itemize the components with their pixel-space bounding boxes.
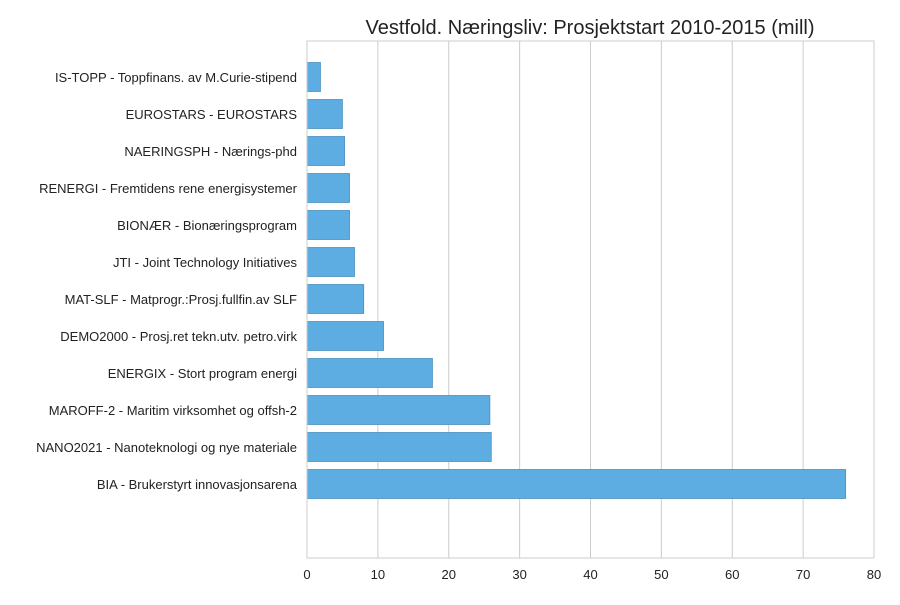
x-axis-tick-labels: 0 10 20 30 40 50 60 70 80 — [303, 567, 881, 582]
category-label: EUROSTARS - EUROSTARS — [126, 107, 298, 122]
x-tick-label: 60 — [725, 567, 739, 582]
category-label: MAT-SLF - Matprogr.:Prosj.fullfin.av SLF — [65, 292, 297, 307]
category-label: MAROFF-2 - Maritim virksomhet og offsh-2 — [49, 403, 297, 418]
category-label: JTI - Joint Technology Initiatives — [113, 255, 298, 270]
bar — [306, 284, 365, 314]
x-tick-label: 30 — [512, 567, 526, 582]
plot-frame — [306, 40, 875, 559]
category-label: DEMO2000 - Prosj.ret tekn.utv. petro.vir… — [60, 329, 297, 344]
category-label: IS-TOPP - Toppfinans. av M.Curie-stipend — [55, 70, 297, 85]
x-tick-label: 70 — [796, 567, 810, 582]
bar — [306, 469, 847, 499]
category-label: BIONÆR - Bionæringsprogram — [117, 218, 297, 233]
bar — [306, 210, 350, 240]
category-label: RENERGI - Fremtidens rene energisystemer — [39, 181, 298, 196]
x-tick-label: 20 — [442, 567, 456, 582]
bar — [306, 247, 355, 277]
bar — [306, 358, 433, 388]
x-tick-label: 50 — [654, 567, 668, 582]
category-label: ENERGIX - Stort program energi — [108, 366, 297, 381]
bar — [306, 173, 350, 203]
bar — [306, 395, 491, 425]
category-labels: IS-TOPP - Toppfinans. av M.Curie-stipend… — [36, 70, 298, 492]
bars — [306, 62, 847, 499]
x-tick-label: 40 — [583, 567, 597, 582]
category-label: NAERINGSPH - Nærings-phd — [124, 144, 297, 159]
x-tick-label: 10 — [371, 567, 385, 582]
bar — [306, 99, 343, 129]
bar — [306, 432, 492, 462]
x-tick-label: 80 — [867, 567, 881, 582]
category-label: NANO2021 - Nanoteknologi og nye material… — [36, 440, 297, 455]
bar — [306, 136, 345, 166]
bar — [306, 321, 384, 351]
bar — [306, 62, 321, 92]
category-label: BIA - Brukerstyrt innovasjonsarena — [97, 477, 298, 492]
x-tick-label: 0 — [303, 567, 310, 582]
chart-title: Vestfold. Næringsliv: Prosjektstart 2010… — [365, 17, 814, 39]
